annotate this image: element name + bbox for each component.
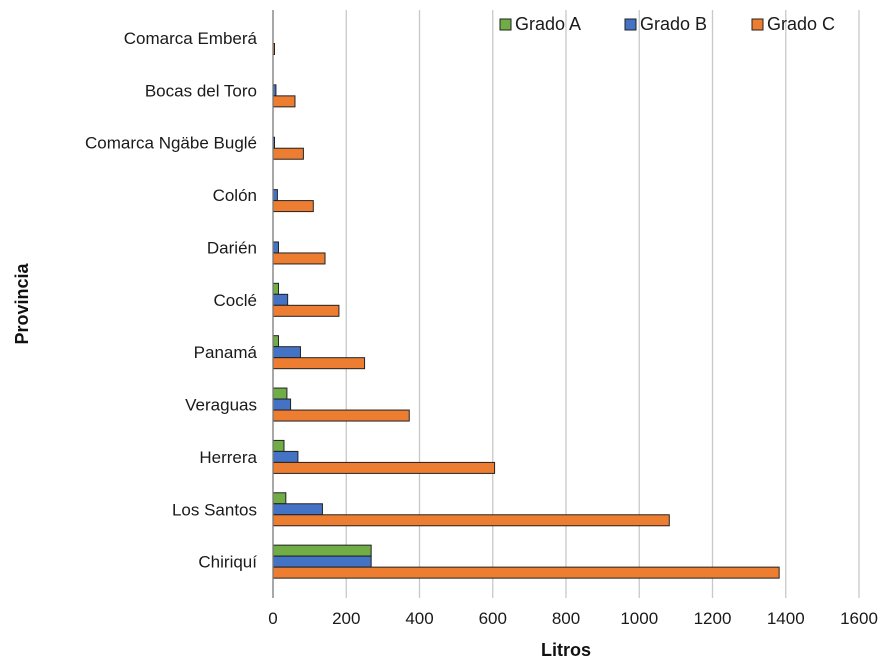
x-tick-label: 200 <box>332 609 360 628</box>
category-label: Los Santos <box>172 500 257 519</box>
bar-grado-b <box>272 503 323 516</box>
x-tick-label: 400 <box>405 609 433 628</box>
bar-grado-c <box>272 566 780 579</box>
category-labels: Comarca Emberá Bocas del Toro Comarca Ngäb… <box>85 29 258 572</box>
bar-grado-c <box>272 357 366 370</box>
bar-grado-a <box>272 492 287 505</box>
bar-grado-c <box>272 461 496 474</box>
legend: Grado A Grado B Grado C <box>499 14 835 34</box>
x-tick-label: 600 <box>479 609 507 628</box>
x-axis-title: Litros <box>541 640 591 660</box>
gridlines <box>345 10 860 598</box>
bar-grado-b <box>272 398 292 411</box>
bar-grado-c <box>272 514 670 527</box>
category-label: Herrera <box>199 448 257 467</box>
legend-label: Grado B <box>640 14 707 34</box>
bar-grado-b <box>272 241 279 254</box>
category-label: Comarca Emberá <box>124 29 258 48</box>
bar-grado-c <box>272 252 326 265</box>
bar-grado-c <box>272 147 304 160</box>
bar-grado-a <box>272 544 372 557</box>
category-label: Chiriquí <box>198 553 257 572</box>
bar-grado-a <box>272 282 279 295</box>
x-tick-label: 1400 <box>767 609 805 628</box>
category-label: Coclé <box>214 291 257 310</box>
bar-grado-b <box>272 555 372 568</box>
y-axis-title: Provincia <box>12 262 32 344</box>
category-label: Panamá <box>194 343 258 362</box>
bar-grado-c <box>272 95 296 108</box>
bar-grado-a <box>272 335 279 348</box>
x-tick-label: 1000 <box>620 609 658 628</box>
legend-label: Grado C <box>767 14 835 34</box>
category-label: Colón <box>213 186 257 205</box>
x-tick-label: 1600 <box>840 609 878 628</box>
bar-grado-c <box>272 200 314 213</box>
bars <box>272 43 780 579</box>
bar-grado-c <box>272 409 410 422</box>
x-tick-label: 0 <box>268 609 277 628</box>
category-label: Bocas del Toro <box>145 81 257 100</box>
x-tick-labels: 0 200 400 600 800 1000 1200 1400 1600 <box>268 609 878 628</box>
bar-grado-c <box>272 304 340 317</box>
bar-grado-b <box>272 293 289 306</box>
category-label: Darién <box>207 238 257 257</box>
category-label: Comarca Ngäbe Buglé <box>85 134 257 153</box>
legend-label: Grado A <box>515 14 581 34</box>
bar-grado-a <box>272 387 288 400</box>
bar-grado-b <box>272 189 278 202</box>
bar-grado-b <box>272 346 301 359</box>
category-label: Veraguas <box>185 396 257 415</box>
x-tick-label: 800 <box>552 609 580 628</box>
legend-swatch-grado-b <box>624 18 637 31</box>
legend-swatch-grado-c <box>751 18 764 31</box>
bar-grado-a <box>272 439 285 452</box>
legend-swatch-grado-a <box>499 18 512 31</box>
bar-grado-b <box>272 450 299 463</box>
x-tick-label: 1200 <box>694 609 732 628</box>
